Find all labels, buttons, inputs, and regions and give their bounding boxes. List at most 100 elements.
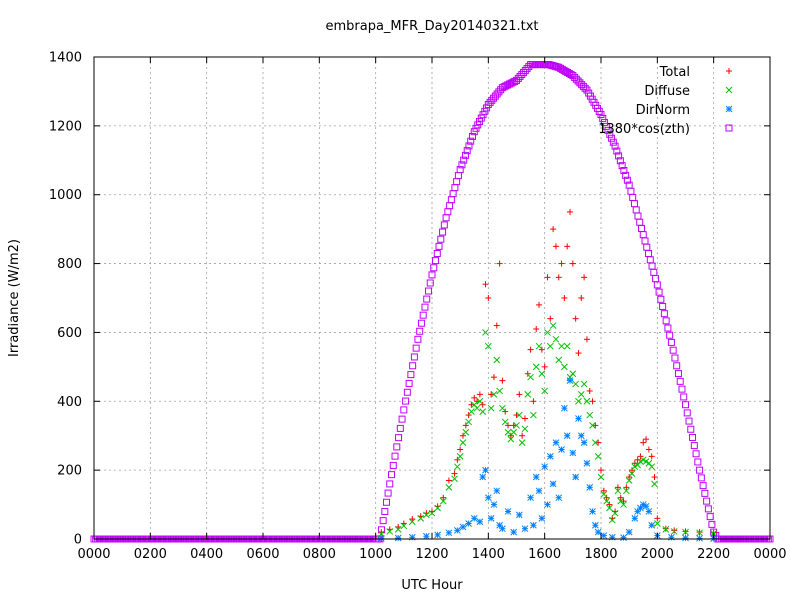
total-point [544,274,551,281]
y-axis-label: Irradiance (W/m2) [7,239,22,357]
total-point [440,494,447,501]
diffuse-point [459,439,467,446]
total-point [474,398,481,405]
1380-cos-zth-point [403,388,411,396]
dirnorm-point [555,494,563,502]
total-point [558,260,565,267]
1380-cos-zth-point [433,250,441,258]
dirnorm-point [515,511,523,519]
y-tick-label: 600 [57,326,82,341]
1380-cos-zth-point [623,176,631,184]
diffuse-point [622,487,630,495]
1380-cos-zth-point [581,84,589,92]
legend-marker [725,124,733,132]
diffuse-point [606,504,613,512]
dirnorm-point [561,404,568,412]
diffuse-point [608,516,616,524]
dirnorm-point [631,514,639,522]
legend-label: 1380*cos(zth) [598,122,690,137]
total-point [519,432,526,439]
dirnorm-point [549,480,557,488]
total-point [479,401,486,408]
1380-cos-zth-point [439,228,447,236]
dirnorm-point [572,473,580,481]
1380-cos-zth-point [657,295,665,303]
diffuse-point [465,418,472,426]
diffuse-point [577,391,585,398]
diffuse-point [594,453,602,460]
diffuse-point [510,428,518,436]
diffuse-point [439,497,447,505]
x-tick-label: 0000 [753,547,786,562]
diffuse-point [530,411,537,419]
total-point [583,336,590,343]
dirnorm-point [594,528,602,536]
total-point [651,474,658,481]
legend-marker [725,105,733,113]
diffuse-point [453,463,461,471]
dirnorm-point [423,532,430,540]
total-point [454,456,461,463]
dirnorm-point [552,439,560,446]
legend-label: DirNorm [636,103,690,118]
1380-cos-zth-point [382,498,390,506]
diffuse-point [583,397,591,405]
1380-cos-zth-point [699,482,707,490]
1380-cos-zth-point [419,311,427,319]
1380-cos-zth-point [484,101,492,109]
diffuse-point [620,501,627,508]
data-marks [90,61,774,543]
1380-cos-zth-point [410,353,418,361]
total-point [468,401,475,408]
total-point [631,460,638,467]
dirnorm-point [490,501,498,508]
1380-cos-zth-point [662,317,670,325]
1380-cos-zth-point [381,507,389,515]
diffuse-point [515,411,523,419]
dirnorm-point [625,528,633,536]
dirnorm-point [583,459,591,467]
dirnorm-point [586,484,594,491]
dirnorm-point [493,487,501,495]
diffuse-point [569,370,577,378]
total-point [516,391,523,398]
1380-cos-zth-point [620,166,628,174]
1380-cos-zth-point [666,331,674,339]
dirnorm-point [575,415,582,422]
dirnorm-point [479,473,487,481]
diffuse-point [549,322,557,329]
total-point [648,453,655,460]
total-point [541,363,548,370]
total-point [555,274,562,281]
diffuse-point [499,404,506,412]
dirnorm-point [569,449,577,457]
diffuse-point [417,514,425,522]
1380-cos-zth-point [618,162,626,170]
diffuse-point [546,342,554,350]
diffuse-point [682,528,689,536]
dirnorm-point [445,529,453,537]
1380-cos-zth-point [565,70,573,78]
y-tick-label: 1000 [49,188,82,203]
dirnorm-point [544,501,551,508]
1380-cos-zth-point [680,393,688,401]
1380-cos-zth-point [518,70,526,78]
1380-cos-zth-point [456,166,464,174]
1380-cos-zth-point [655,288,663,296]
total-point [567,208,574,215]
chart-title: embrapa_MFR_Day20140321.txt [325,19,538,34]
dirnorm-point [580,439,588,446]
1380-cos-zth-point [468,132,476,140]
1380-cos-zth-point [463,147,471,155]
diffuse-point [527,373,534,381]
dirnorm-point [620,534,627,541]
diffuse-point [400,522,408,530]
total-point [490,374,497,381]
diffuse-point [518,439,526,446]
total-point [471,394,478,401]
1380-cos-zth-point [516,72,524,80]
diffuse-point [696,529,703,537]
diffuse-point [552,335,560,343]
total-point [592,422,599,429]
diffuse-point [428,509,436,517]
